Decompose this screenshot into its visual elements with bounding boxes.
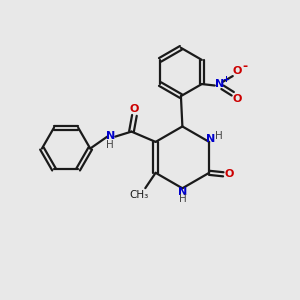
Text: N: N xyxy=(106,131,116,141)
Text: H: H xyxy=(215,131,223,141)
Text: -: - xyxy=(242,60,247,73)
Text: O: O xyxy=(225,169,234,179)
Text: N: N xyxy=(178,187,187,197)
Text: O: O xyxy=(233,94,242,104)
Text: O: O xyxy=(130,104,139,114)
Text: N: N xyxy=(215,79,225,89)
Text: H: H xyxy=(106,140,114,150)
Text: O: O xyxy=(233,66,242,76)
Text: N: N xyxy=(206,134,215,144)
Text: CH₃: CH₃ xyxy=(130,190,149,200)
Text: H: H xyxy=(178,194,186,205)
Text: +: + xyxy=(223,74,230,83)
